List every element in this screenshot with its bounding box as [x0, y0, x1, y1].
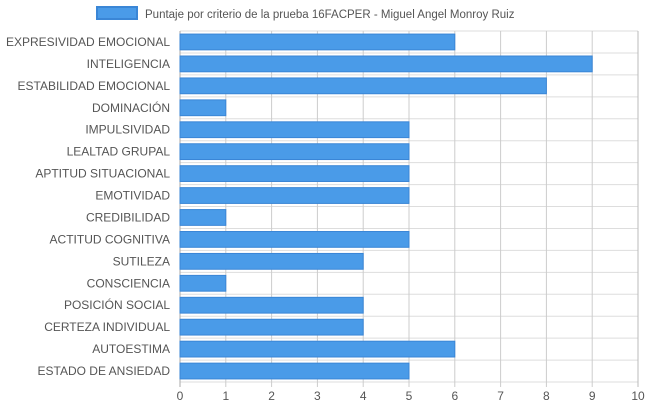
bar[interactable]: [179, 231, 410, 248]
y-category-label: AUTOESTIMA: [92, 342, 170, 356]
y-category-label: ESTADO DE ANSIEDAD: [38, 364, 171, 378]
y-category-label: IMPULSIVIDAD: [85, 123, 170, 137]
bar[interactable]: [179, 252, 364, 270]
bar[interactable]: [179, 143, 410, 161]
bar[interactable]: [179, 274, 227, 292]
bar[interactable]: [179, 318, 364, 336]
legend-label: Puntaje por criterio de la prueba 16FACP…: [145, 9, 515, 21]
y-category-label: SUTILEZA: [113, 254, 170, 268]
y-category-label: CERTEZA INDIVIDUAL: [44, 320, 170, 334]
x-tick-label: 1: [222, 389, 229, 403]
y-category-label: CONSCIENCIA: [87, 276, 170, 290]
bar[interactable]: [179, 187, 410, 204]
y-category-label: DOMINACIÓN: [92, 100, 170, 115]
bar[interactable]: [179, 165, 410, 182]
y-category-label: ESTABILIDAD EMOCIONAL: [18, 79, 171, 93]
x-tick-label: 8: [543, 389, 550, 403]
bar[interactable]: [179, 209, 227, 226]
x-tick-label: 9: [589, 389, 596, 403]
y-category-label: LEALTAD GRUPAL: [67, 145, 171, 159]
chart-grid: [179, 30, 639, 387]
x-tick-label: 6: [451, 389, 458, 403]
bar[interactable]: [179, 55, 593, 73]
x-tick-label: 4: [360, 389, 367, 403]
x-tick-label: 2: [268, 389, 275, 403]
bar[interactable]: [179, 77, 547, 95]
chart-bars: [179, 33, 593, 380]
y-category-label: EXPRESIVIDAD EMOCIONAL: [6, 35, 170, 49]
bar[interactable]: [179, 33, 456, 51]
x-axis-labels: 0 1 2 3 4 5 6 7 8 9 10: [177, 389, 645, 403]
bar[interactable]: [179, 121, 410, 139]
y-category-label: APTITUD SITUACIONAL: [35, 167, 170, 181]
y-axis-labels: EXPRESIVIDAD EMOCIONAL INTELIGENCIA ESTABI…: [6, 35, 170, 378]
legend-swatch: [96, 6, 138, 20]
x-tick-label: 3: [314, 389, 321, 403]
y-category-label: INTELIGENCIA: [87, 57, 170, 71]
bar[interactable]: [179, 340, 456, 358]
y-category-label: EMOTIVIDAD: [95, 189, 170, 203]
x-tick-label: 10: [631, 389, 645, 403]
y-category-label: POSICIÓN SOCIAL: [64, 297, 170, 312]
chart-legend: Puntaje por criterio de la prueba 16FACP…: [96, 6, 515, 21]
y-category-label: ACTITUD COGNITIVA: [50, 232, 170, 246]
x-tick-label: 0: [177, 389, 184, 403]
y-category-label: CREDIBILIDAD: [86, 210, 170, 224]
bar[interactable]: [179, 362, 410, 380]
bar[interactable]: [179, 99, 227, 117]
x-tick-label: 5: [406, 389, 413, 403]
bar[interactable]: [179, 296, 364, 314]
x-tick-label: 7: [497, 389, 504, 403]
